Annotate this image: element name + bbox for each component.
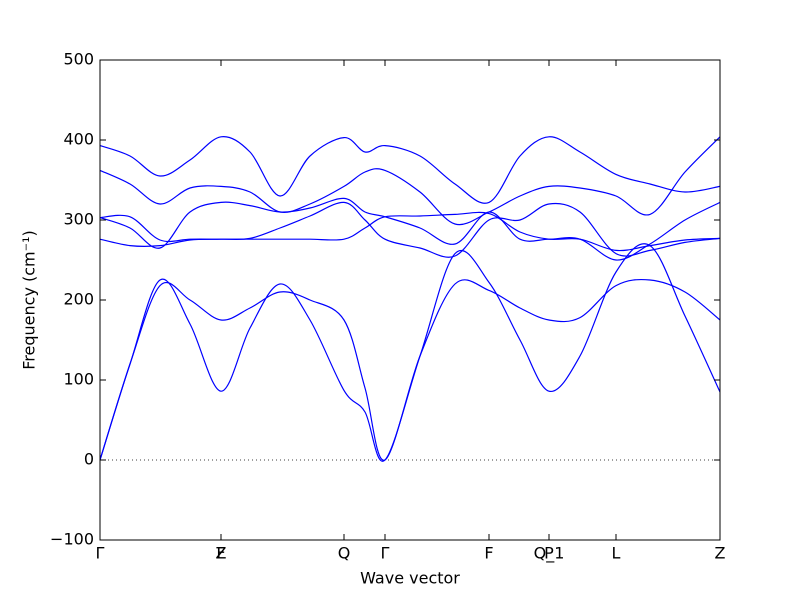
y-tick-label: 300 — [63, 210, 94, 229]
x-tick-label: L — [612, 544, 621, 563]
x-tick-label: Q_1 — [534, 544, 565, 564]
y-tick-label: 500 — [63, 50, 94, 69]
x-tick-label: Z — [216, 544, 227, 563]
band-line — [99, 243, 721, 462]
x-tick-label: Q — [338, 544, 351, 563]
band-line — [99, 278, 721, 461]
x-tick-label: F — [216, 544, 225, 563]
x-tick-label: Z — [715, 544, 726, 563]
x-axis-label: Wave vector — [360, 569, 460, 588]
band-line — [99, 136, 721, 226]
x-tick-label: P — [544, 544, 554, 563]
y-tick-label: 200 — [63, 290, 94, 309]
band-line — [99, 197, 721, 261]
band-line — [99, 211, 721, 252]
plot-frame — [99, 59, 721, 541]
band-line — [99, 136, 721, 204]
y-tick-label: −100 — [50, 530, 94, 549]
x-tick-label: Γ — [96, 544, 105, 563]
y-tick-label: 100 — [63, 370, 94, 389]
y-tick-label: 400 — [63, 130, 94, 149]
x-tick-label: Γ — [381, 544, 390, 563]
y-tick-label: 0 — [84, 450, 94, 469]
y-axis-label: Frequency (cm⁻¹) — [20, 230, 39, 369]
x-tick-label: F — [484, 544, 493, 563]
